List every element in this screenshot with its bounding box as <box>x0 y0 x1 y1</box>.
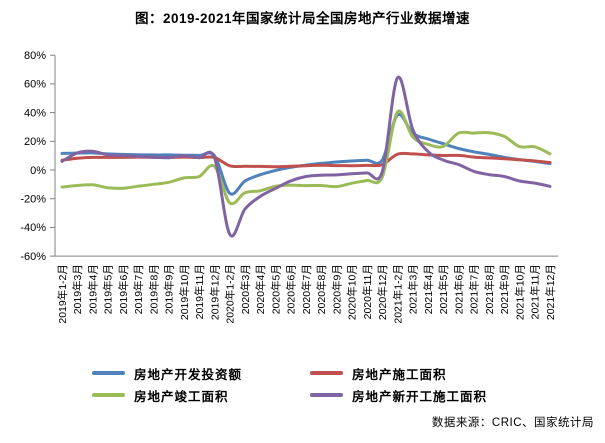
x-tick-label: 2019年6月 <box>117 264 130 314</box>
legend-item-construction-area: 房地产施工面积 <box>310 365 562 382</box>
y-tick-label: 80% <box>24 50 46 62</box>
x-tick-label: 2019年7月 <box>132 264 145 314</box>
legend-swatch-completed-area <box>92 393 125 397</box>
chart-title: 图：2019-2021年国家统计局全国房地产行业数据增速 <box>134 11 471 26</box>
x-tick-label: 2020年12月 <box>376 264 389 320</box>
x-tick-label: 2019年5月 <box>102 264 115 314</box>
x-tick-label: 2019年11月 <box>193 264 206 319</box>
y-tick-label: 0% <box>30 165 46 177</box>
x-tick-label: 2019年1-2月 <box>56 264 69 324</box>
x-tick-label: 2021年12月 <box>544 264 557 320</box>
y-tick-label: 40% <box>24 107 46 119</box>
x-tick-label: 2021年5月 <box>437 264 450 314</box>
x-tick-label: 2020年1-2月 <box>224 264 237 324</box>
x-tick-label: 2020年5月 <box>269 264 282 314</box>
x-tick-label: 2019年10月 <box>178 264 191 320</box>
chart-legend: 房地产开发投资额 房地产施工面积房地产竣工面积 房地产新开工施工面积 <box>92 365 562 404</box>
y-tick-label: 20% <box>24 136 46 148</box>
legend-label-new-starts-area: 房地产新开工施工面积 <box>352 389 488 404</box>
x-tick-label: 2020年9月 <box>330 264 343 314</box>
x-tick-label: 2020年11月 <box>361 264 374 319</box>
x-tick-label: 2021年11月 <box>529 264 542 319</box>
series-line-development-investment <box>60 112 552 196</box>
x-tick-label: 2021年10月 <box>513 264 526 320</box>
legend-item-development-investment: 房地产开发投资额 <box>92 365 310 382</box>
legend-item-new-starts-area: 房地产新开工施工面积 <box>310 387 562 404</box>
legend-label-completed-area: 房地产竣工面积 <box>134 389 229 404</box>
x-tick-label: 2020年6月 <box>285 264 298 314</box>
legend-swatch-new-starts-area <box>310 393 343 397</box>
legend-swatch-construction-area <box>310 371 343 375</box>
legend-label-construction-area: 房地产施工面积 <box>352 367 447 382</box>
legend-item-completed-area: 房地产竣工面积 <box>92 387 310 404</box>
data-source-note: 数据来源：CRIC、国家统计局 <box>431 417 594 429</box>
y-tick-label: 60% <box>24 79 46 91</box>
x-tick-label: 2019年3月 <box>71 264 84 314</box>
x-tick-label: 2021年4月 <box>422 264 435 314</box>
x-tick-label: 2019年8月 <box>147 264 160 314</box>
x-tick-label: 2019年4月 <box>86 264 99 314</box>
x-tick-label: 2021年8月 <box>483 264 496 314</box>
x-tick-label: 2020年4月 <box>254 264 267 314</box>
x-tick-label: 2019年12月 <box>208 264 221 320</box>
y-tick-label: -20% <box>20 194 46 206</box>
x-tick-label: 2019年9月 <box>163 264 176 314</box>
x-tick-label: 2021年1-2月 <box>391 264 404 324</box>
legend-swatch-development-investment <box>92 371 125 375</box>
x-tick-label: 2021年9月 <box>498 264 511 314</box>
x-tick-label: 2021年6月 <box>452 264 465 314</box>
legend-label-development-investment: 房地产开发投资额 <box>134 367 243 382</box>
series-line-new-starts-area <box>60 75 552 238</box>
x-tick-label: 2021年7月 <box>468 264 481 314</box>
x-tick-label: 2020年7月 <box>300 264 313 314</box>
x-tick-label: 2020年10月 <box>346 264 359 320</box>
series-line-completed-area <box>60 109 552 206</box>
x-tick-label: 2021年3月 <box>407 264 420 314</box>
x-tick-label: 2020年3月 <box>239 264 252 314</box>
y-tick-label: -60% <box>20 251 46 263</box>
y-tick-label: -40% <box>20 222 46 234</box>
x-tick-label: 2020年8月 <box>315 264 328 314</box>
